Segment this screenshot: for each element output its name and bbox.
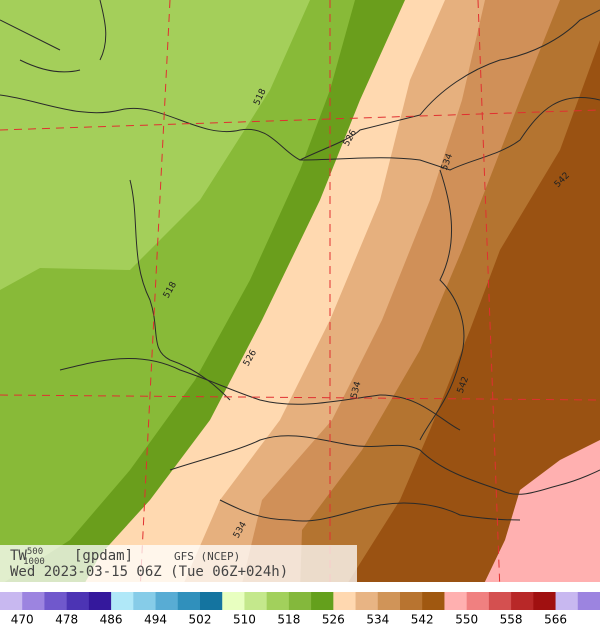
border: [219, 499, 521, 522]
model: GFS (NCEP): [174, 550, 240, 563]
colorbar-swatch: [555, 592, 579, 610]
colorbar-swatch: [133, 592, 157, 610]
colorbar-swatch: [577, 592, 600, 610]
islands: [0, 0, 107, 73]
colorbar-label: 566: [544, 613, 567, 627]
unit: [gpdam]: [74, 548, 133, 564]
colorbar-swatch: [222, 592, 245, 610]
colorbar-swatch: [311, 592, 334, 610]
colorbar-swatch: [488, 592, 512, 610]
colorbar-swatch: [377, 592, 401, 610]
header-box: [0, 545, 357, 582]
colorbar-swatch: [400, 592, 423, 610]
field-550: [480, 440, 600, 592]
colorbar-swatch: [444, 592, 468, 610]
border: [299, 96, 600, 171]
colorbar-label: 494: [144, 613, 167, 627]
colorbar-swatch: [244, 592, 268, 610]
colorbar-swatch: [200, 592, 223, 610]
colorbar-swatch: [266, 592, 290, 610]
colorbar-label: 526: [322, 613, 345, 627]
colorbar-swatch: [88, 592, 112, 610]
colorbar-label: 550: [455, 613, 478, 627]
title-sup: 500: [27, 547, 43, 557]
colorbar-swatch: [111, 592, 134, 610]
border: [419, 9, 600, 116]
colorbar-swatch: [0, 592, 23, 610]
colorbar-swatch: [466, 592, 490, 610]
colorbar-label: 558: [500, 613, 523, 627]
colorbar-label: 486: [100, 613, 123, 627]
colorbar-swatch: [177, 592, 201, 610]
datetime: Wed 2023-03-15 06Z (Tue 06Z+024h): [10, 564, 288, 580]
borders: [0, 0, 600, 522]
colorbar-swatch: [355, 592, 379, 610]
colorbar-swatch: [66, 592, 90, 610]
border: [169, 435, 600, 495]
colorbar-swatch: [22, 592, 45, 610]
colorbar: 470 478 486 494 502 510 518 526 534 542 550 558 566: [0, 592, 600, 627]
title-main: TW: [10, 548, 27, 564]
border: [59, 357, 461, 431]
graticule: [0, 0, 600, 593]
colorbar-label: 478: [55, 613, 78, 627]
colorbar-label: 534: [366, 613, 389, 627]
header-title: TW500 1000: [10, 547, 45, 567]
colorbar-swatch: [44, 592, 68, 610]
map-fields: [0, 0, 600, 592]
colorbar-swatch: [155, 592, 179, 610]
colorbar-label: 502: [189, 613, 212, 627]
colorbar-label: 510: [233, 613, 256, 627]
colorbar-bg: [0, 582, 600, 640]
title-sub: 1000: [23, 557, 45, 567]
border: [129, 179, 231, 401]
colorbar-swatch: [422, 592, 445, 610]
coast: [0, 94, 421, 161]
grid-line: [0, 394, 600, 401]
colorbar-swatch: [288, 592, 312, 610]
colorbar-swatch: [333, 592, 357, 610]
border: [419, 169, 465, 441]
colorbar-label: 518: [277, 613, 300, 627]
grid-line: [0, 109, 600, 131]
field-542: [342, 40, 600, 592]
grid-line: [477, 0, 501, 593]
colorbar-swatch: [533, 592, 557, 610]
colorbar-label: 470: [11, 613, 34, 627]
contour-label: 534: [349, 380, 363, 399]
colorbar-label: 542: [411, 613, 434, 627]
colorbar-swatch: [511, 592, 534, 610]
grid-line: [139, 0, 171, 593]
